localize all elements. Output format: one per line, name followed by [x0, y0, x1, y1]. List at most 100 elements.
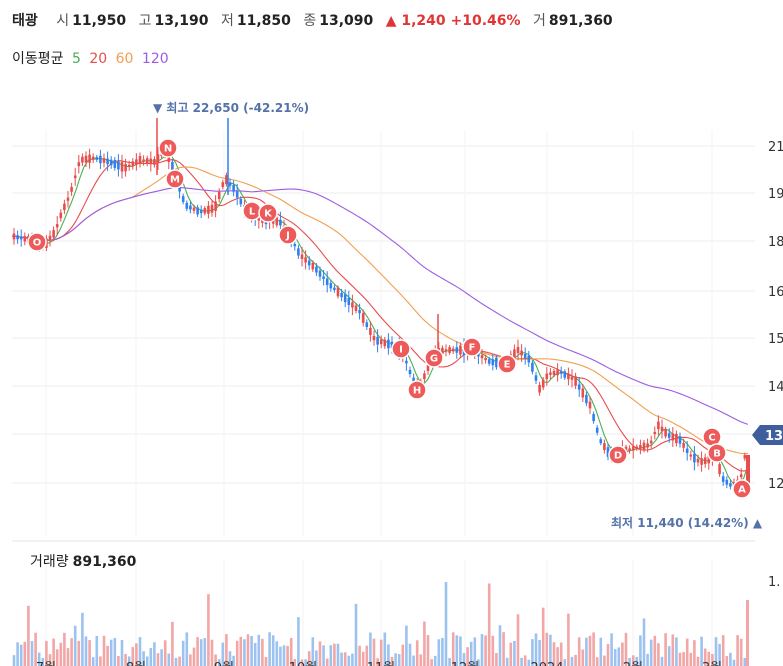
price-header: 태광 시 11,950 고 13,190 저 11,850 종 13,090 ▲ 1,2… — [12, 10, 621, 30]
candle-body — [225, 175, 228, 185]
volume-bar — [199, 639, 203, 666]
candle-body — [657, 421, 660, 430]
volume-bar — [653, 635, 657, 666]
event-marker-circle — [258, 203, 278, 223]
volume-bar — [343, 652, 347, 666]
event-marker-N: N — [158, 138, 178, 158]
volume-bar — [243, 639, 246, 666]
candle-body — [441, 347, 444, 354]
volume-bar — [156, 653, 160, 666]
event-marker-label: M — [170, 175, 180, 186]
candle-body — [383, 339, 387, 347]
volume-bar — [253, 643, 257, 666]
x-tick-label: 12월 — [451, 661, 480, 666]
volume-bar — [462, 653, 466, 666]
candle-body — [484, 358, 487, 361]
ma60-label[interactable]: 60 — [115, 51, 134, 67]
event-marker-circle — [732, 479, 752, 499]
volume-bar — [639, 635, 642, 666]
candle-body — [329, 283, 333, 289]
volume-label: 거 — [533, 13, 546, 29]
candle-body — [145, 158, 149, 164]
volume-bar — [372, 638, 376, 666]
x-tick-label: 2월 — [623, 661, 643, 666]
candle-body — [531, 362, 534, 372]
volume-bar — [646, 653, 649, 666]
volume-bar — [455, 635, 459, 666]
candle-body — [297, 248, 300, 256]
volume-bar — [369, 632, 372, 666]
volume-bar — [185, 632, 189, 666]
volume-bar — [106, 645, 109, 666]
y-tick-label: 16 — [768, 285, 783, 300]
volume-bar — [513, 640, 516, 666]
candle-body — [408, 370, 412, 374]
candle-body — [124, 164, 127, 172]
volume-bar — [667, 646, 671, 666]
volume-bar — [549, 634, 552, 666]
volume-bar — [178, 656, 181, 666]
volume-bar — [210, 639, 214, 666]
volume-bar — [228, 651, 232, 666]
candle-body — [642, 442, 646, 450]
event-marker-H: H — [407, 380, 427, 400]
event-marker-circle — [608, 445, 628, 465]
candle-body — [322, 276, 325, 279]
volume-bar — [516, 614, 520, 666]
high-annotation: ▼ 최고 22,650 (-42.21%) — [153, 100, 309, 115]
volume-bar — [567, 613, 570, 666]
candle-body — [559, 371, 563, 374]
volume-bar — [336, 643, 340, 666]
event-marker-label: E — [504, 360, 511, 371]
volume-bar — [73, 625, 77, 666]
candle-body — [207, 205, 210, 214]
low-label: 저 — [220, 13, 234, 29]
volume-bar — [120, 639, 124, 666]
volume-bar — [189, 654, 192, 666]
volume-bar — [729, 652, 732, 666]
ma5-label[interactable]: 5 — [71, 51, 81, 67]
candle-body — [55, 224, 59, 228]
volume-bar — [347, 655, 351, 666]
volume-bar — [721, 635, 725, 666]
candle-body — [221, 182, 225, 188]
volume-bar — [282, 645, 286, 666]
volume-bar — [297, 617, 300, 666]
candle-body — [491, 359, 495, 366]
candle-body — [66, 197, 70, 201]
candle-body — [700, 458, 703, 465]
candle-body — [660, 426, 664, 432]
event-marker-M: M — [165, 169, 185, 189]
volume-bar — [153, 642, 156, 666]
volume-bar — [113, 638, 117, 666]
candle-body — [387, 339, 390, 349]
volume-bar — [412, 655, 415, 666]
volume-bar — [725, 655, 729, 666]
candle-body — [574, 376, 577, 386]
event-marker-O: O — [27, 232, 47, 252]
candle-body — [678, 436, 682, 444]
volume-bar — [552, 642, 556, 666]
volume-bar — [70, 638, 73, 666]
candle-body — [703, 457, 707, 464]
ma120-label[interactable]: 120 — [141, 51, 169, 67]
volume-bar — [642, 618, 646, 666]
x-tick-label: 3월 — [702, 661, 722, 666]
volume-panel-label: 거래량 — [30, 554, 69, 570]
volume-bar — [135, 643, 138, 666]
candle-body — [599, 439, 603, 444]
volume-bar — [649, 639, 653, 666]
ma20-label[interactable]: 20 — [89, 51, 108, 67]
volume-bar — [127, 656, 131, 666]
x-tick-label: 8월 — [126, 661, 146, 666]
candle-body — [743, 455, 747, 459]
moving-average-legend[interactable]: 이동평균 5 20 60 120 — [12, 48, 169, 68]
candle-body — [91, 156, 95, 160]
event-marker-label: B — [713, 449, 721, 460]
volume-bar — [588, 635, 592, 666]
candle-body — [361, 313, 365, 323]
candle-body — [70, 186, 73, 192]
volume-bar — [603, 655, 606, 666]
candle-body — [563, 371, 567, 378]
